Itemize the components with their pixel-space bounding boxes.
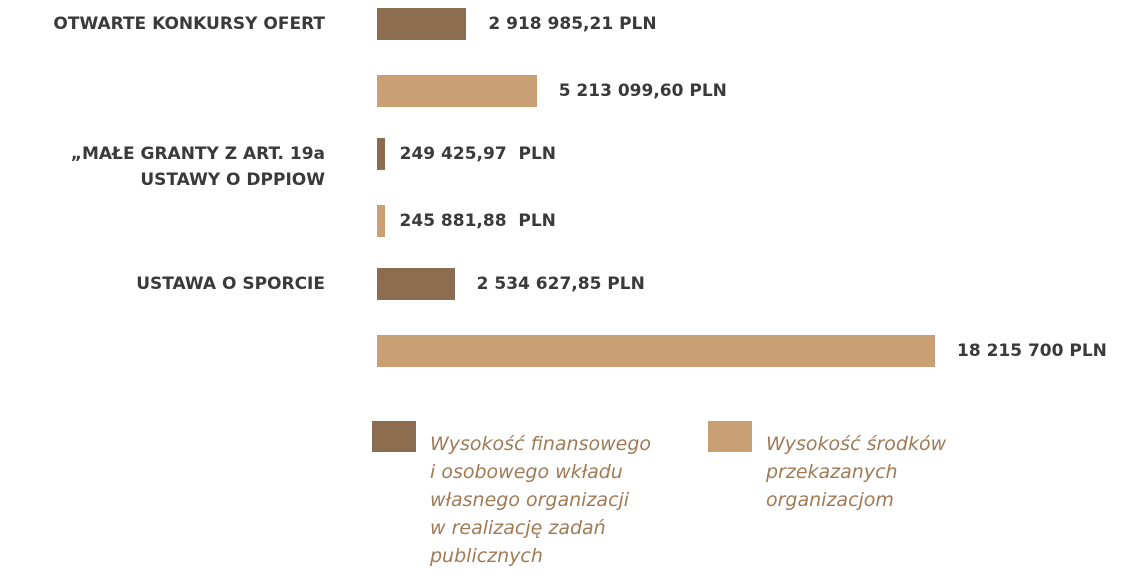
bar [377, 8, 467, 40]
bar [377, 205, 385, 237]
bar [377, 335, 935, 367]
value-label: 5 213 099,60 PLN [558, 81, 727, 101]
category-label: USTAWA O SPORCIE [136, 274, 325, 294]
value-label: 249 425,97 PLN [399, 144, 557, 164]
bar [377, 138, 385, 170]
bar [377, 75, 537, 107]
value-label: 245 881,88 PLN [399, 211, 556, 231]
value-label: 2 918 985,21 PLN [488, 14, 657, 34]
legend-swatch [372, 421, 416, 452]
bar [377, 268, 455, 300]
legend-label: Wysokość finansowego i osobowego wkładu … [430, 433, 652, 567]
value-label: 2 534 627,85 PLN [476, 274, 645, 294]
legend-swatch [708, 421, 752, 452]
value-label: 18 215 700 PLN [957, 341, 1107, 361]
category-label: OTWARTE KONKURSY OFERT [53, 14, 325, 34]
category-label: „MAŁE GRANTY Z ART. 19a USTAWY O DPPIOW [70, 144, 325, 190]
legend-label: Wysokość środków przekazanych organizacj… [766, 433, 947, 511]
